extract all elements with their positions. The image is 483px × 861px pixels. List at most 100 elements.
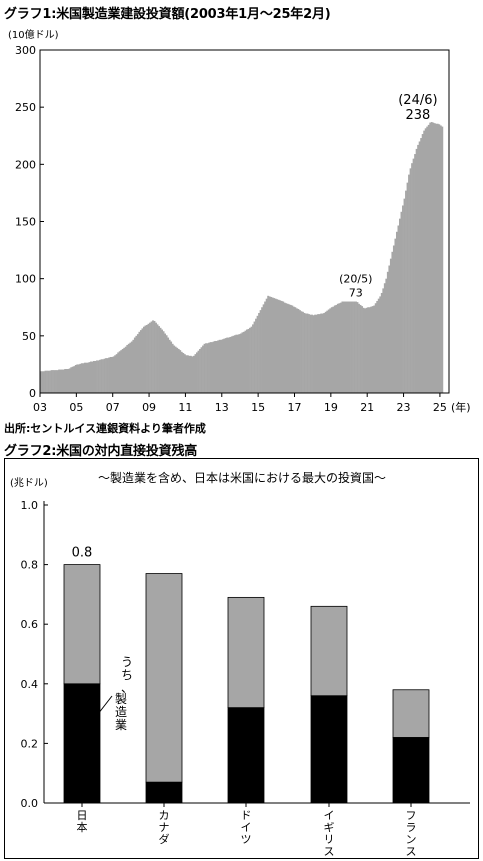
chart1-bar [49,370,51,393]
chart1-bar [318,314,321,393]
chart2-category-label: ド [241,809,252,822]
chart2-y-tick-label: 1.0 [21,499,39,512]
chart1-bar [415,148,418,393]
chart2-svg: 〜製造業を含め、日本は米国における最大の投資国〜 (兆ドル) 0.0 0.2 0.4 0.… [4,458,479,859]
chart1-bar [276,299,279,393]
chart1-bar [391,251,394,393]
chart1-title: グラフ1:米国製造業建設投資額(2003年1月〜25年2月) [4,7,331,22]
chart1-x-tick-label: 09 [142,401,156,414]
chart1-bar [397,225,400,393]
chart2-category-label: リ [324,833,335,846]
chart1-bar [338,303,341,393]
chart1-bar [165,335,168,393]
chart1-bar [226,337,229,393]
chart1-bar [227,337,230,393]
chart2-bar-segment [145,781,183,804]
chart2-category-label: ナ [159,821,170,834]
chart1-x-unit-label: (年) [451,400,471,414]
chart1-x-tick-label: 19 [324,401,338,414]
chart1-bar [359,304,362,393]
chart1-bar [432,122,435,393]
chart1-bar [411,163,413,393]
chart1-bar [132,339,135,393]
chart1-bar [230,336,233,393]
chart1-bar [170,341,173,393]
chart1-bar [120,350,123,394]
chart1-bar [100,359,103,393]
chart1-bar [147,323,150,393]
chart1-bar [65,368,68,393]
chart2-category-label: イ [324,809,335,822]
chart1-bar [111,356,114,393]
chart1-bar [53,370,56,393]
chart1-bar [435,123,438,393]
chart1-bar [342,301,345,393]
chart1-bar [329,308,332,393]
chart2-category-label: 日 [77,809,88,822]
chart1-bar [208,342,210,393]
chart1-bar [356,302,359,393]
chart2-bar-segment [392,737,430,804]
chart2-category-label: フ [406,809,417,822]
chart2-category-label: カ [159,809,170,822]
chart1-bar [112,356,115,393]
chart1-bar [286,303,289,393]
chart1-annotation-date: (20/5) [339,273,372,286]
chart1-bar [89,361,92,393]
chart1-bar [62,369,65,393]
chart1-bar [261,307,263,393]
chart1-bar [385,278,388,393]
chart1-bar [274,298,277,393]
chart1-bar [382,288,385,393]
chart1-bar [320,313,323,393]
chart1-bar [155,322,157,393]
chart1-bar [333,305,336,393]
chart1-bar [370,306,373,393]
chart1-bar [347,301,350,393]
chart1-bar [308,314,310,393]
chart1-bar [88,362,91,393]
chart1-bar [205,343,207,393]
chart1-bar [115,354,118,393]
chart2-subtitle: 〜製造業を含め、日本は米国における最大の投資国〜 [98,470,386,485]
chart1-bar [283,302,286,393]
chart1-bar [394,238,397,393]
chart2-category-label: ラ [406,821,417,834]
chart1-bar [106,358,109,393]
chart1-bar [117,352,120,393]
chart1-bar [423,130,426,394]
chart1-bar [439,125,442,394]
chart1-bar [438,124,441,393]
chart1-bar [52,370,54,393]
chart1-bar [362,307,365,393]
chart1-bar [136,334,139,393]
chart1-bar [146,324,148,393]
chart2-bar-segment [227,596,265,709]
chart1-bar [271,297,274,393]
chart1-bar [43,371,45,393]
chart1-bar [258,312,260,393]
chart1-bar [58,369,60,393]
chart1-bar [418,141,421,393]
chart1-bar [235,334,238,393]
chart1-bar [327,309,330,393]
chart1-y-tick-label: 100 [15,273,36,286]
chart1-bar [46,370,48,393]
chart1-bar [441,126,444,393]
chart1-bar [158,326,160,393]
chart1-bar [262,304,265,393]
chart1-bar [429,122,432,393]
chart2-bar-segment [145,573,183,783]
chart1-bar [317,314,320,393]
chart1-bar [352,301,354,393]
chart1-y-tick-label: 300 [15,44,36,57]
chart1-x-tick-label: 17 [287,401,301,414]
chart2-category-label: ダ [159,832,170,846]
chart2-series-label: ち [121,668,133,682]
chart1-unit-label: (10億ドル) [8,28,59,41]
chart1-bar [412,158,415,393]
chart1-x-tick-label: 03 [33,401,47,414]
chart1-bar [196,352,198,393]
chart1-bar [126,344,129,393]
chart2-y-tick-label: 0.4 [21,678,39,691]
